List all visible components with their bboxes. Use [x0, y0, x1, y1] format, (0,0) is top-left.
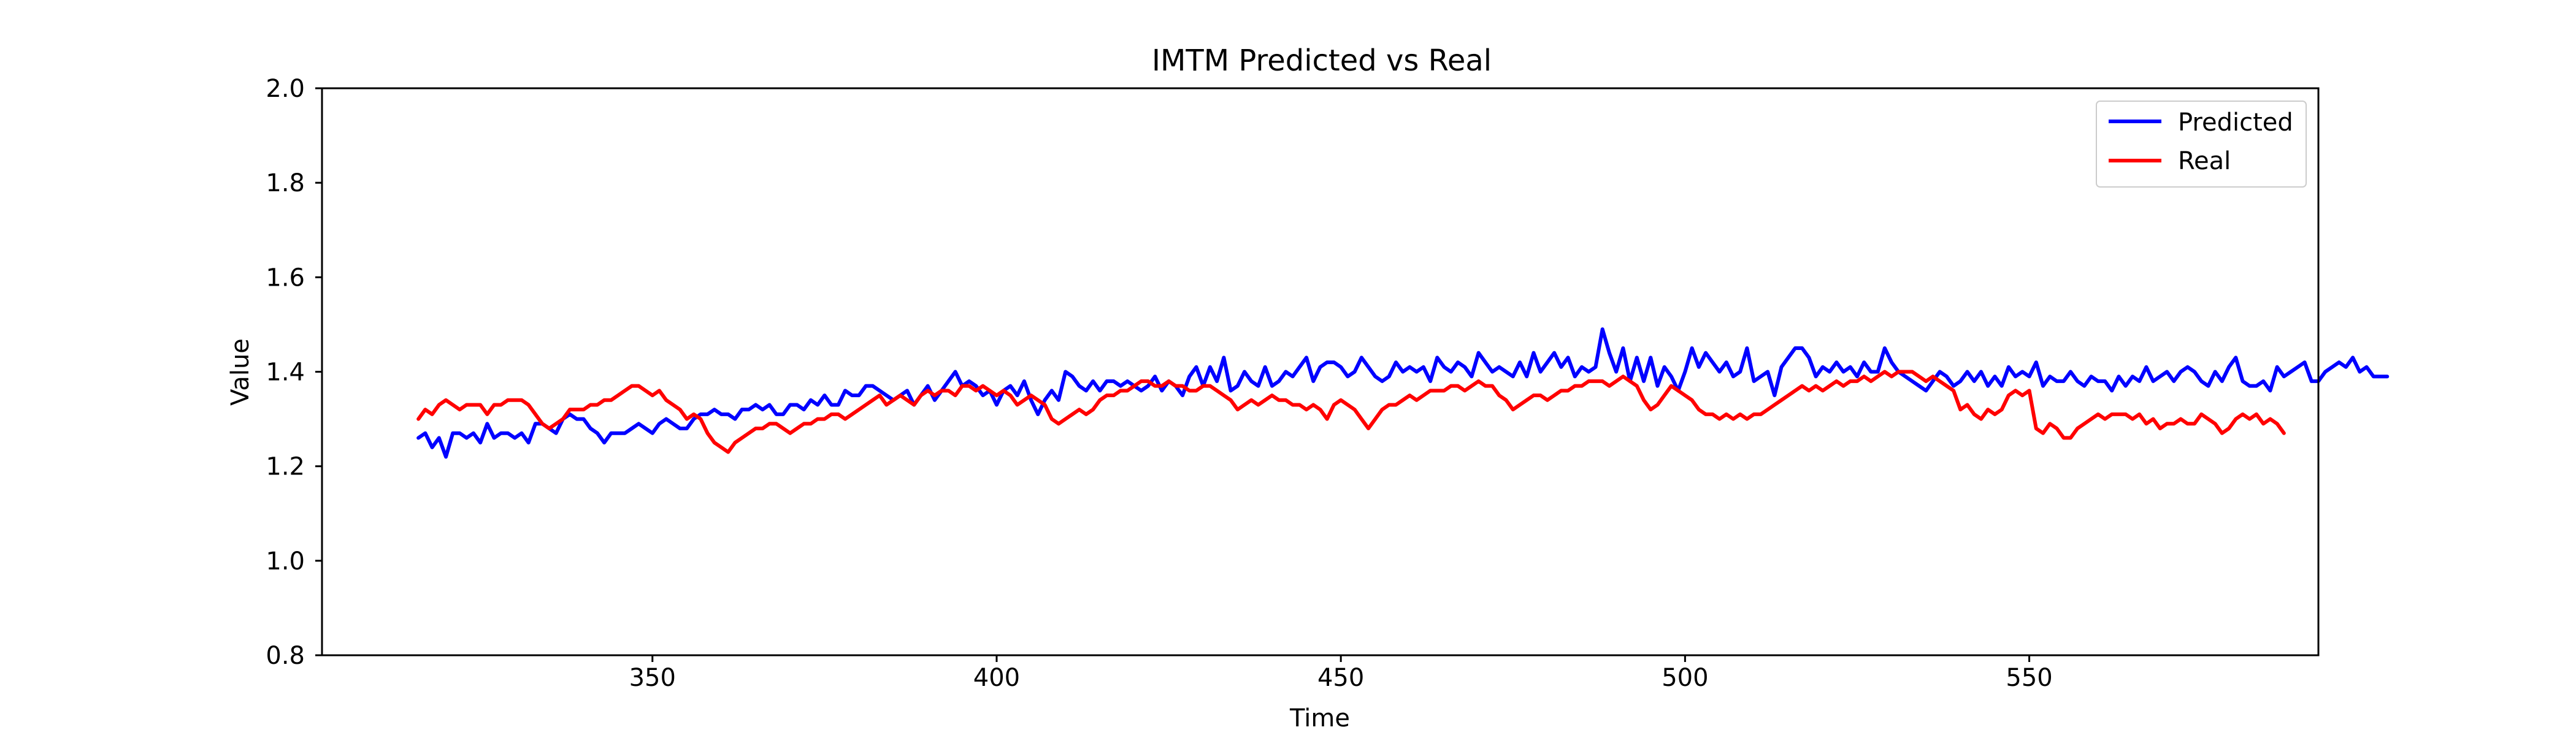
legend-label-real: Real	[2178, 147, 2231, 175]
x-tick-label: 350	[629, 664, 676, 692]
x-tick-label: 450	[1317, 664, 1364, 692]
x-tick-label: 500	[1662, 664, 1708, 692]
chart-title: IMTM Predicted vs Real	[1152, 44, 1492, 78]
y-tick-label: 1.8	[266, 169, 305, 197]
x-tick-label: 550	[2006, 664, 2052, 692]
plot-area-frame	[321, 87, 2320, 656]
series-line-predicted	[416, 327, 2390, 459]
y-tick-label: 0.8	[266, 642, 305, 670]
y-tick-label: 1.4	[266, 359, 305, 387]
series-line-real	[416, 370, 2286, 454]
y-tick-label: 2.0	[266, 75, 305, 103]
legend-label-predicted: Predicted	[2178, 108, 2293, 137]
legend: Predicted Real	[2096, 101, 2307, 188]
y-tick-label: 1.6	[266, 264, 305, 292]
y-axis-label: Value	[226, 338, 255, 406]
x-axis-label: Time	[1289, 704, 1350, 732]
series-layer	[416, 327, 2390, 459]
y-tick-label: 1.0	[266, 547, 305, 576]
axis-layer: 350 400 450 500 550 0.8 1.0 1.2 1.4 1.6 1.8 2.0	[266, 75, 2052, 692]
x-tick-label: 400	[973, 664, 1020, 692]
y-tick-label: 1.2	[266, 453, 305, 481]
